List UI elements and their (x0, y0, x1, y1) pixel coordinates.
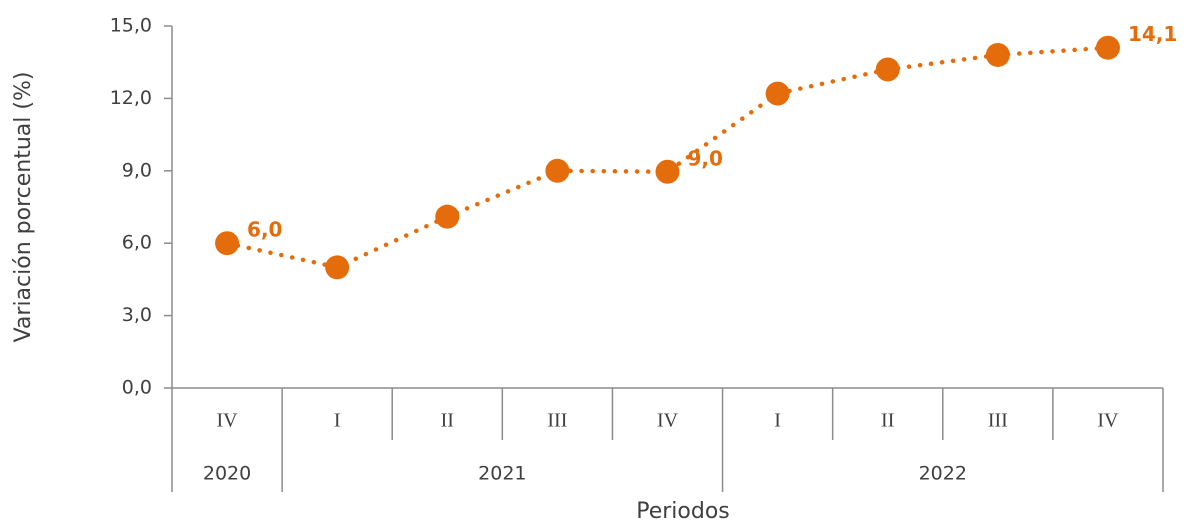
x-tick-label: III (547, 410, 567, 432)
x-tick-label: IV (1097, 410, 1119, 432)
y-tick-label: 3,0 (122, 304, 152, 326)
x-tick-label: II (881, 410, 894, 432)
data-label: 14,1 (1128, 22, 1177, 46)
y-tick-label: 9,0 (122, 159, 152, 181)
x-tick-label: III (988, 410, 1008, 432)
data-label: 6,0 (247, 218, 282, 242)
data-point (985, 42, 1010, 67)
y-axis-title: Variación porcentual (%) (11, 72, 36, 343)
data-point (435, 204, 460, 229)
data-point (765, 81, 790, 106)
y-tick-label: 15,0 (110, 15, 152, 37)
data-point (545, 158, 570, 183)
x-tick-label: IV (217, 410, 239, 432)
data-point (875, 57, 900, 82)
data-point (325, 255, 350, 280)
data-point (215, 231, 240, 256)
x-tick-label: I (334, 410, 341, 432)
data-label: 9,0 (688, 146, 723, 170)
series-line (224, 45, 1111, 270)
x-axis-title: Periodos (636, 499, 730, 522)
group-label: 2021 (478, 463, 526, 485)
data-point (655, 159, 680, 184)
group-label: 2020 (203, 463, 251, 485)
x-tick-label: IV (657, 410, 679, 432)
group-label: 2022 (919, 463, 967, 485)
y-tick-label: 6,0 (122, 232, 152, 254)
y-tick-label: 12,0 (110, 87, 152, 109)
x-tick-label: II (441, 410, 454, 432)
x-tick-label: I (774, 410, 781, 432)
data-point (1095, 35, 1120, 60)
y-tick-label: 0,0 (122, 377, 152, 399)
